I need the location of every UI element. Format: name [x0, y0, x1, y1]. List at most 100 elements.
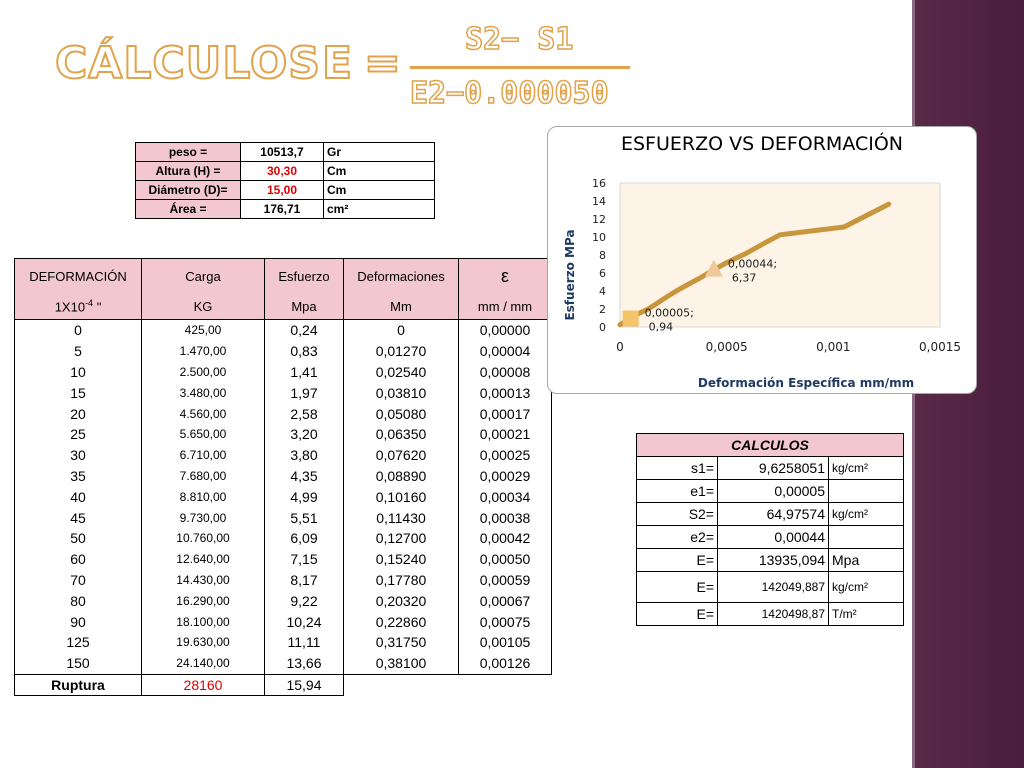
stress-value: 7,15 [264, 548, 344, 570]
calculation-row: S2= 64,97574 kg/cm² [636, 502, 904, 526]
y-tick-label: 2 [599, 303, 606, 316]
calculation-unit: T/m² [828, 602, 904, 626]
table-row: 15 3.480,00 1,97 0,03810 0,00013 [14, 382, 552, 404]
calculation-row: e2= 0,00044 [636, 525, 904, 549]
stress-value: 0,24 [264, 318, 344, 341]
strain-value: 0,00042 [458, 527, 552, 549]
stress-value: 6,09 [264, 527, 344, 549]
stress-value: 4,99 [264, 486, 344, 508]
stress-value: 11,11 [264, 631, 344, 653]
y-tick-label: 4 [599, 285, 606, 298]
y-axis-label: Esfuerzo MPa [563, 229, 577, 320]
strain-value: 0,00013 [458, 382, 552, 404]
property-value: 176,71 [240, 199, 324, 219]
stress-value: 8,17 [264, 569, 344, 591]
table-row: 80 16.290,00 9,22 0,20320 0,00067 [14, 590, 552, 612]
plot-area [619, 182, 941, 328]
deformations-value: 0,12700 [343, 527, 459, 549]
deformation-value: 30 [14, 444, 142, 466]
x-tick-label: 0 [616, 340, 624, 354]
deformations-value: 0,11430 [343, 507, 459, 528]
rupture-stress: 15,94 [264, 673, 344, 696]
stress-value: 0,83 [264, 340, 344, 362]
y-tick-label: 0 [599, 321, 606, 334]
strain-value: 0,00021 [458, 423, 552, 445]
deformations-value: 0,07620 [343, 444, 459, 466]
y-tick-label: 6 [599, 267, 606, 280]
property-unit: Cm [323, 161, 435, 181]
specimen-properties-table: peso = 10513,7 Gr Altura (H) = 30,30 Cm Diámet… [135, 142, 435, 219]
calculation-unit: kg/cm² [828, 502, 904, 526]
table-header-row: DEFORMACIÓN Carga Esfuerzo Deformaciones… [14, 258, 552, 293]
stress-value: 5,51 [264, 507, 344, 528]
load-value: 7.680,00 [141, 465, 265, 487]
strain-value: 0,00050 [458, 548, 552, 570]
deformations-value: 0,22860 [343, 611, 459, 632]
calculation-row: e1= 0,00005 [636, 479, 904, 503]
calculation-row: E= 142049,887 kg/cm² [636, 571, 904, 603]
strain-value: 0,00075 [458, 611, 552, 632]
formula-e: E [321, 37, 353, 90]
unit-esfuerzo: Mpa [264, 293, 344, 320]
page-title: CÁLCULOS [54, 37, 321, 90]
marker-label: 0,00005; [645, 307, 694, 320]
calculation-value: 142049,887 [717, 571, 829, 603]
property-label: Altura (H) = [135, 161, 241, 181]
deformations-value: 0,20320 [343, 590, 459, 612]
load-value: 16.290,00 [141, 590, 265, 612]
header-epsilon: ε [458, 258, 552, 293]
table-row: 20 4.560,00 2,58 0,05080 0,00017 [14, 403, 552, 424]
table-row: 5 1.470,00 0,83 0,01270 0,00004 [14, 340, 552, 362]
deformation-value: 45 [14, 507, 142, 528]
unit-epsilon: mm / mm [458, 293, 552, 320]
marker-triangle [704, 259, 723, 277]
strain-value: 0,00067 [458, 590, 552, 612]
deformation-value: 80 [14, 590, 142, 612]
property-unit: cm² [323, 199, 435, 219]
deformation-value: 90 [14, 611, 142, 632]
deformation-value: 40 [14, 486, 142, 508]
strain-value: 0,00034 [458, 486, 552, 508]
y-tick-label: 16 [592, 177, 606, 190]
table-row: 10 2.500,00 1,41 0,02540 0,00008 [14, 361, 552, 383]
strain-value: 0,00059 [458, 569, 552, 591]
calculation-value: 13935,094 [717, 548, 829, 572]
deformations-value: 0,15240 [343, 548, 459, 570]
unit-deformaciones: Mm [343, 293, 459, 320]
stress-value: 1,41 [264, 361, 344, 383]
stress-value: 1,97 [264, 382, 344, 404]
deformations-value: 0,03810 [343, 382, 459, 404]
deformation-value: 5 [14, 340, 142, 362]
calculation-row: E= 1420498,87 T/m² [636, 602, 904, 626]
chart-canvas: 0 2 4 6 8 10 12 14 16 0 0,0005 0,001 0,0015 Deformaci… [563, 177, 961, 390]
deformations-value: 0,05080 [343, 403, 459, 424]
strain-value: 0,00000 [458, 318, 552, 341]
table-row: 70 14.430,00 8,17 0,17780 0,00059 [14, 569, 552, 591]
calculation-value: 1420498,87 [717, 602, 829, 626]
load-value: 8.810,00 [141, 486, 265, 508]
property-value: 30,30 [240, 161, 324, 181]
stress-value: 13,66 [264, 652, 344, 675]
calculation-key: E= [636, 571, 718, 603]
x-tick-label: 0,0005 [706, 340, 748, 354]
table-row: 35 7.680,00 4,35 0,08890 0,00029 [14, 465, 552, 487]
strain-value: 0,00017 [458, 403, 552, 424]
table-row: 60 12.640,00 7,15 0,15240 0,00050 [14, 548, 552, 570]
header-deformaciones: Deformaciones [343, 258, 459, 293]
deformation-value: 0 [14, 318, 142, 341]
table-row: 150 24.140,00 13,66 0,38100 0,00126 [14, 652, 552, 675]
property-label: Área = [135, 199, 241, 219]
stress-value: 3,20 [264, 423, 344, 445]
rupture-row: Ruptura 28160 15,94 [14, 673, 552, 696]
load-value: 14.430,00 [141, 569, 265, 591]
deformation-value: 10 [14, 361, 142, 383]
formula-fraction-bar [410, 66, 630, 69]
calculation-key: e2= [636, 525, 718, 549]
deformation-value: 35 [14, 465, 142, 487]
property-label: Diámetro (D)= [135, 180, 241, 200]
load-value: 10.760,00 [141, 527, 265, 549]
calculations-header: CALCULOS [636, 433, 904, 457]
table-units-row: 1X10-4 " KG Mpa Mm mm / mm [14, 293, 552, 320]
y-tick-label: 8 [599, 249, 606, 262]
load-value: 9.730,00 [141, 507, 265, 528]
